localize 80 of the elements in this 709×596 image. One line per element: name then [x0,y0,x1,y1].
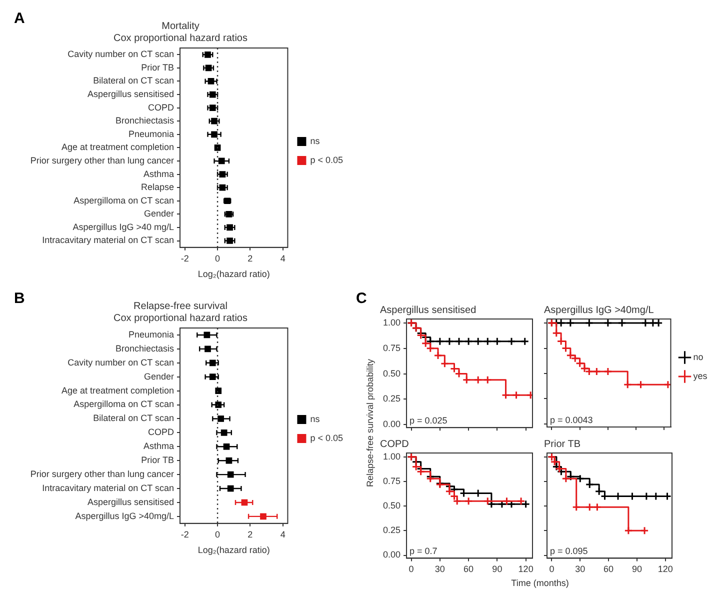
x-tick-label: -2 [180,253,189,264]
x-tick-label: 60 [464,564,474,574]
y-tick-label: 0.50 [382,368,401,378]
y-tick-label: Aspergillus IgG >40 mg/L [72,222,174,232]
x-tick-label: 0 [408,564,414,574]
y-tick-label: Prior TB [141,455,174,466]
legend-label: no [693,352,704,362]
x-tick-label: 120 [658,564,673,574]
legend-label: p < 0.05 [310,432,343,443]
x-tick-label: 90 [492,564,502,574]
x-tick-label: 2 [248,529,253,540]
y-tick-label: Asthma [143,168,174,179]
y-tick-label: Aspergilloma on CT scan [74,195,174,206]
y-tick-label: Aspergillus IgG >40mg/L [75,510,174,521]
y-tick-label: 0.00 [382,419,401,430]
y-tick-label: Gender [144,208,174,219]
y-tick-label: Aspergilloma on CT scan [74,399,174,410]
y-tick-label: Bronchiectasis [115,343,174,354]
y-tick-label: Cavity number on CT scan [68,357,174,368]
annotation: p = 0.0043 [550,414,593,425]
x-tick-label: 30 [575,564,586,574]
x-tick-label: 0 [215,529,220,540]
y-tick-label: 1.00 [382,318,401,328]
x-tick-label: 120 [518,564,534,574]
y-tick-label: 0.75 [382,476,401,486]
y-tick-label: 1.00 [382,451,401,462]
y-tick-label: Age at treatment completion [61,142,174,152]
x-tick-label: 0 [215,253,220,264]
x-axis-title: Log₂(hazard ratio) [198,269,270,280]
y-tick-label: Cavity number on CT scan [68,49,174,60]
legend-label: yes [693,370,708,381]
text: C [356,290,367,307]
chart-title: Mortality [162,20,200,32]
x-tick-label: 30 [434,564,445,574]
x-tick-label: 4 [280,529,286,540]
y-tick-label: 0.25 [382,525,401,536]
y-tick-label: Pneumonia [128,128,174,139]
y-tick-label: COPD [148,427,174,438]
x-axis-title: Time (months) [510,578,570,588]
annotation: p = 0.7 [410,546,438,556]
x-tick-label: 60 [604,564,614,574]
y-tick-label: Intracavitary material on CT scan [42,482,174,493]
annotation: p = 0.095 [550,546,588,556]
chart-subtitle: Cox proportional hazard ratios [114,32,248,44]
legend-label: ns [310,414,320,424]
y-tick-label: Bilateral on CT scan [93,413,174,424]
y-tick-label: Prior surgery other than lung cancer [30,469,174,480]
y-tick-label: Bilateral on CT scan [93,76,174,86]
chart-subtitle: Cox proportional hazard ratios [114,312,248,324]
y-tick-label: Asthma [143,441,174,452]
x-tick-label: -2 [180,529,189,540]
chart-title: Relapse-free survival [134,300,228,312]
y-tick-label: 0.75 [382,342,401,353]
chart-title: Prior TB [544,438,581,450]
legend-label: p < 0.05 [310,154,343,165]
y-tick-label: Prior TB [141,62,174,72]
legend-label: ns [310,136,320,146]
y-tick-label: Gender [144,371,174,382]
text: B [14,290,25,307]
y-tick-label: Pneumonia [128,329,174,340]
y-tick-label: 0.25 [382,394,401,404]
y-tick-label: Aspergillus sensitised [87,496,174,507]
y-tick-label: Intracavitary material on CT scan [42,235,174,246]
y-tick-label: Bronchiectasis [115,116,174,126]
y-axis-title: Relapse-free survival probability [365,358,376,490]
x-tick-label: 2 [248,253,253,264]
text: A [14,10,25,27]
x-tick-label: 4 [280,253,286,264]
y-tick-label: COPD [148,102,174,112]
chart-title: Aspergillus IgG >40mg/L [544,304,654,316]
x-tick-label: 0 [549,564,554,574]
y-tick-label: Prior surgery other than lung cancer [30,155,174,166]
x-tick-label: 90 [632,564,642,574]
y-tick-label: Relapse [140,182,174,192]
y-tick-label: 0.00 [382,550,401,560]
annotation: p = 0.025 [410,416,448,426]
y-tick-label: Aspergillus sensitised [87,89,174,100]
y-tick-label: 0.50 [382,500,401,511]
y-tick-label: Age at treatment completion [61,385,174,396]
x-axis-title: Log₂(hazard ratio) [198,545,270,556]
